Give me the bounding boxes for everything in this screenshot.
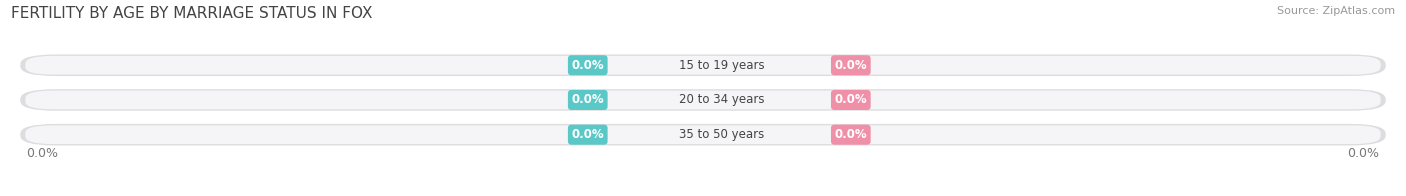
Text: 0.0%: 0.0% <box>571 128 605 141</box>
Text: 15 to 19 years: 15 to 19 years <box>679 59 765 72</box>
Text: 0.0%: 0.0% <box>571 93 605 106</box>
FancyBboxPatch shape <box>25 125 1381 144</box>
FancyBboxPatch shape <box>25 91 1381 109</box>
Text: 20 to 34 years: 20 to 34 years <box>679 93 765 106</box>
FancyBboxPatch shape <box>20 89 1386 111</box>
Text: 0.0%: 0.0% <box>835 128 868 141</box>
Text: FERTILITY BY AGE BY MARRIAGE STATUS IN FOX: FERTILITY BY AGE BY MARRIAGE STATUS IN F… <box>11 6 373 21</box>
Text: 0.0%: 0.0% <box>835 59 868 72</box>
Text: 0.0%: 0.0% <box>835 93 868 106</box>
FancyBboxPatch shape <box>20 124 1386 145</box>
Text: 0.0%: 0.0% <box>1347 147 1379 160</box>
FancyBboxPatch shape <box>20 54 1386 76</box>
FancyBboxPatch shape <box>25 56 1381 75</box>
Text: 0.0%: 0.0% <box>27 147 59 160</box>
Text: 35 to 50 years: 35 to 50 years <box>679 128 765 141</box>
Text: Source: ZipAtlas.com: Source: ZipAtlas.com <box>1277 6 1395 16</box>
Text: 0.0%: 0.0% <box>571 59 605 72</box>
